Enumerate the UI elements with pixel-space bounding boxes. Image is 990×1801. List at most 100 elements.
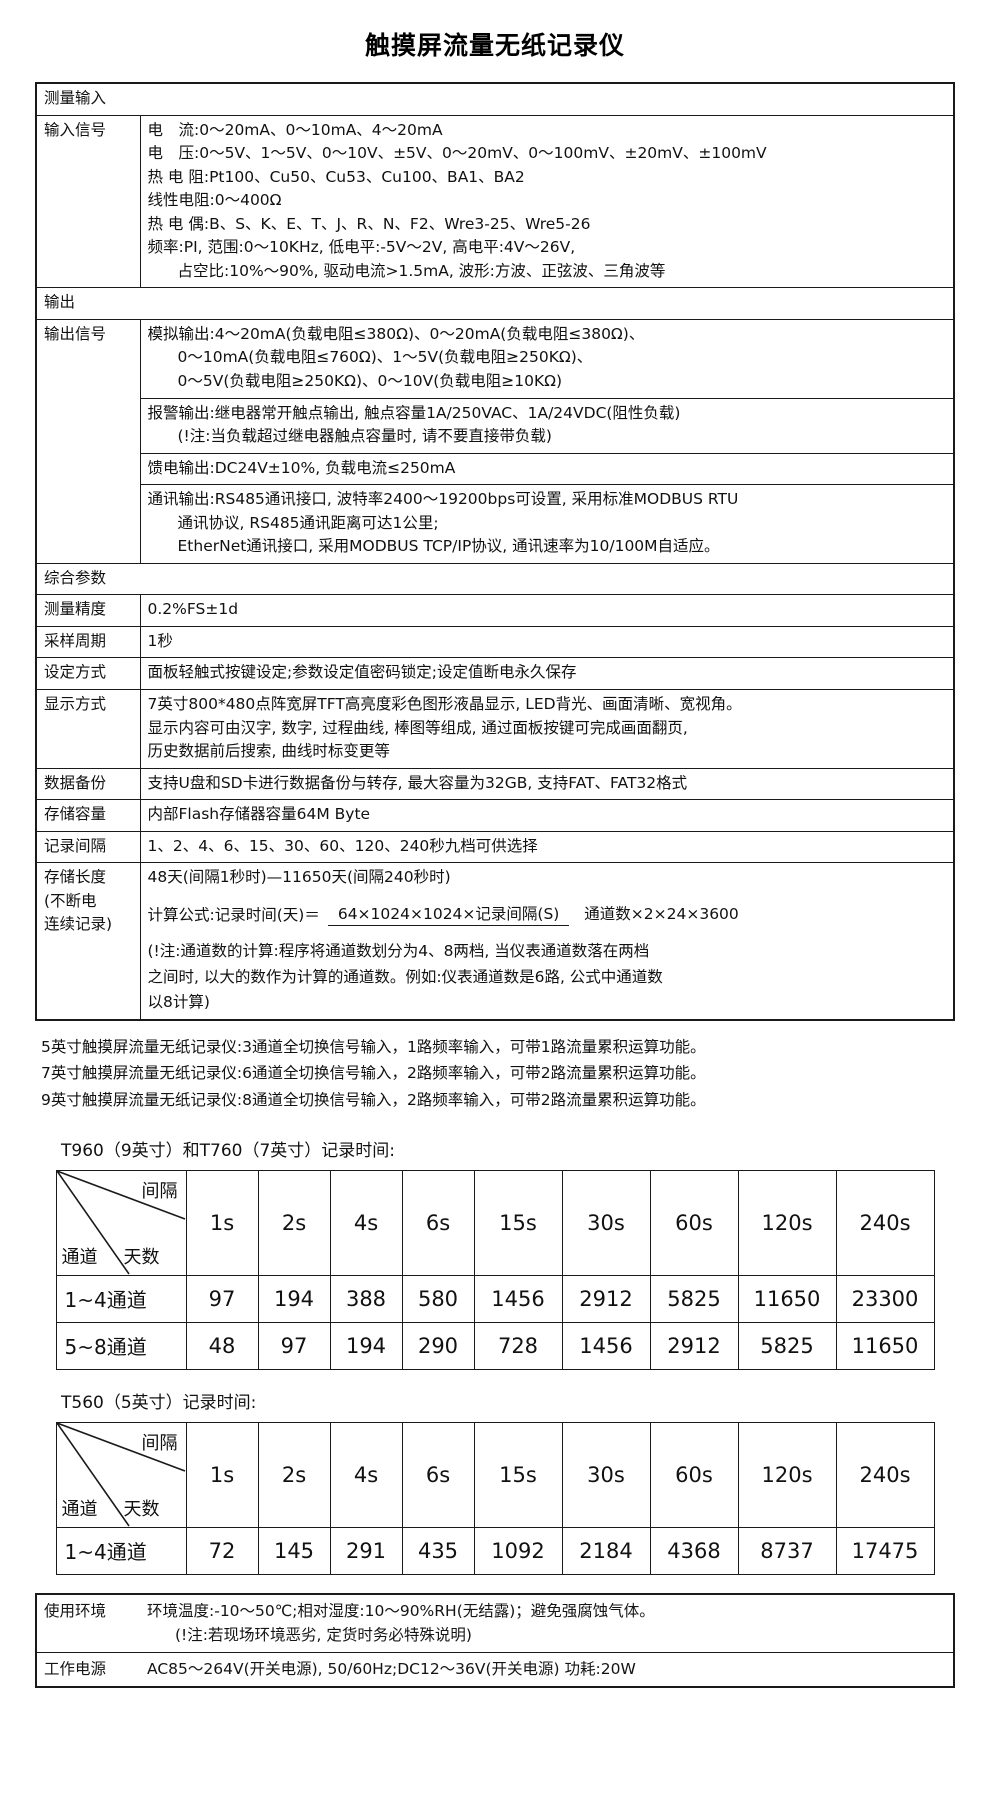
- row-sampling-period: 采样周期 1秒: [35, 625, 955, 659]
- model-line-9inch: 9英寸触摸屏流量无纸记录仪:8通道全切换信号输入，2路频率输入，可带2路流量累积…: [41, 1091, 706, 1110]
- storage-note: (!注:通道数的计算:程序将通道数划分为4、8两档, 当仪表通道数落在两档 之间…: [148, 939, 948, 1014]
- input-frequency-cont: 占空比:10%～90%, 驱动电流>1.5mA, 波形:方波、正弦波、三角波等: [177, 261, 666, 280]
- col-header: 1s: [185, 1421, 259, 1528]
- storage-range: 48天(间隔1秒时)—11650天(间隔240秒时): [147, 868, 451, 887]
- cell: 1092: [473, 1526, 563, 1575]
- cell: 11650: [835, 1321, 935, 1370]
- alarm-line-1: 报警输出:继电器常开触点输出, 触点容量1A/250VAC、1A/24VDC(阻…: [147, 403, 681, 422]
- model-line-5inch: 5英寸触摸屏流量无纸记录仪:3通道全切换信号输入，1路频率输入，可带1路流量累积…: [41, 1037, 706, 1056]
- output-analog: 模拟输出:4～20mA(负载电阻≤380Ω)、0～20mA(负载电阻≤380Ω)…: [140, 319, 953, 399]
- cell: 194: [329, 1321, 403, 1370]
- row-label-sampling-period: 采样周期: [35, 625, 141, 659]
- col-header: 4s: [329, 1421, 403, 1528]
- corner-label-interval: 间隔: [141, 1180, 178, 1202]
- row-label-input-signal: 输入信号: [35, 114, 141, 289]
- cell: 194: [257, 1274, 331, 1323]
- comm-line-1: 通讯输出:RS485通讯接口, 波特率2400～19200bps可设置, 采用标…: [147, 490, 739, 509]
- section-label-output: 输出: [35, 287, 955, 320]
- row-value-output-signal: 模拟输出:4～20mA(负载电阻≤380Ω)、0～20mA(负载电阻≤380Ω)…: [139, 318, 955, 564]
- section-header-measure-input: 测量输入: [35, 82, 955, 116]
- analog-line-2: 0～10mA(负载电阻≤760Ω)、1～5V(负载电阻≥250KΩ)、: [177, 348, 593, 367]
- environment-value: 环境温度:-10～50℃;相对湿度:10～90%RH(无结露)；避免强腐蚀气体。: [147, 1601, 655, 1620]
- row-label-storage-length: 存储长度 (不断电 连续记录): [35, 862, 141, 1021]
- corner-label-channel: 通道: [61, 1498, 98, 1520]
- table-corner-cell: 间隔 天数 通道: [55, 1169, 187, 1276]
- row-value-display: 7英寸800*480点阵宽屏TFT高亮度彩色图形液晶显示, LED背光、画面清晰…: [139, 689, 955, 769]
- row-label-output-signal: 输出信号: [35, 318, 141, 564]
- row-value-power-supply: AC85～264V(开关电源), 50/60Hz;DC12～36V(开关电源) …: [140, 1651, 955, 1688]
- output-feed: 馈电输出:DC24V±10%, 负载电流≤250mA: [140, 453, 953, 486]
- col-header: 1s: [185, 1169, 259, 1276]
- footer-table: 使用环境 环境温度:-10～50℃;相对湿度:10～90%RH(无结露)；避免强…: [35, 1592, 955, 1688]
- storage-label-line-1: 存储长度: [44, 868, 107, 887]
- storage-label-line-2: (不断电: [44, 891, 97, 910]
- col-header: 240s: [835, 1421, 935, 1528]
- row-label-storage-capacity: 存储容量: [35, 799, 141, 832]
- col-header: 30s: [561, 1421, 651, 1528]
- cell: 435: [401, 1526, 475, 1575]
- output-alarm: 报警输出:继电器常开触点输出, 触点容量1A/250VAC、1A/24VDC(阻…: [140, 398, 953, 454]
- section-label-measure-input: 测量输入: [35, 82, 955, 116]
- display-line-1: 7英寸800*480点阵宽屏TFT高亮度彩色图形液晶显示, LED背光、画面清晰…: [147, 695, 742, 714]
- corner-label-days: 天数: [123, 1246, 160, 1268]
- col-header: 60s: [649, 1169, 739, 1276]
- cell: 97: [257, 1321, 331, 1370]
- record-table-1-header-row: 间隔 天数 通道 1s 2s 4s 6s 15s 30s 60s 120s 24…: [55, 1169, 935, 1276]
- formula-fraction: 64×1024×1024×记录间隔(S) 通道数×2×24×3600: [327, 903, 749, 927]
- cell: 4368: [649, 1526, 739, 1575]
- storage-note-line-1: (!注:通道数的计算:程序将通道数划分为4、8两档, 当仪表通道数落在两档: [147, 942, 650, 961]
- row-record-interval: 记录间隔 1、2、4、6、15、30、60、120、240秒九档可供选择: [35, 830, 955, 864]
- output-analog-row: 模拟输出:4～20mA(负载电阻≤380Ω)、0～20mA(负载电阻≤380Ω)…: [140, 319, 953, 399]
- model-description-list: 5英寸触摸屏流量无纸记录仪:3通道全切换信号输入，1路频率输入，可带1路流量累积…: [35, 1021, 955, 1118]
- corner-label-channel: 通道: [61, 1246, 98, 1268]
- comm-line-3: EtherNet通讯接口, 采用MODBUS TCP/IP协议, 通讯速率为10…: [177, 537, 720, 556]
- corner-label-days: 天数: [123, 1498, 160, 1520]
- specification-table: 测量输入 输入信号 电 流:0～20mA、0～10mA、4～20mA 电 压:0…: [35, 82, 955, 1021]
- display-line-3: 历史数据前后搜索, 曲线时标变更等: [147, 742, 390, 761]
- row-value-record-interval: 1、2、4、6、15、30、60、120、240秒九档可供选择: [139, 830, 955, 864]
- row-label-display: 显示方式: [35, 689, 141, 769]
- row-accuracy: 测量精度 0.2%FS±1d: [35, 594, 955, 627]
- section-label-general: 综合参数: [35, 562, 955, 596]
- cell: 11650: [737, 1274, 837, 1323]
- cell: 2912: [561, 1274, 651, 1323]
- row-storage-capacity: 存储容量 内部Flash存储器容量64M Byte: [35, 799, 955, 832]
- alarm-note: (!注:当负载超过继电器触点容量时, 请不要直接带负载): [177, 427, 552, 446]
- comm-line-2: 通讯协议, RS485通讯距离可达1公里;: [177, 513, 439, 532]
- row-label-data-backup: 数据备份: [35, 767, 141, 801]
- input-current: 电 流:0～20mA、0～10mA、4～20mA: [147, 120, 443, 139]
- record-table-2-caption: T560（5英寸）记录时间:: [61, 1392, 257, 1413]
- section-header-general: 综合参数: [35, 562, 955, 596]
- model-line-7inch: 7英寸触摸屏流量无纸记录仪:6通道全切换信号输入，2路频率输入，可带2路流量累积…: [41, 1064, 706, 1083]
- table-row: 1~4通道 97 194 388 580 1456 2912 5825 1165…: [55, 1274, 935, 1323]
- row-value-environment: 环境温度:-10～50℃;相对湿度:10～90%RH(无结露)；避免强腐蚀气体。…: [140, 1593, 955, 1653]
- cell: 291: [329, 1526, 403, 1575]
- col-header: 6s: [401, 1169, 475, 1276]
- cell: 5825: [649, 1274, 739, 1323]
- row-storage-length: 存储长度 (不断电 连续记录) 48天(间隔1秒时)—11650天(间隔240秒…: [35, 862, 955, 1021]
- row-header: 1~4通道: [55, 1274, 187, 1323]
- input-frequency: 频率:PI, 范围:0～10KHz, 低电平:-5V～2V, 高电平:4V～26…: [147, 238, 576, 257]
- cell: 1456: [473, 1274, 563, 1323]
- cell: 8737: [737, 1526, 837, 1575]
- cell: 72: [185, 1526, 259, 1575]
- page-title: 触摸屏流量无纸记录仪: [364, 31, 625, 60]
- col-header: 15s: [473, 1169, 563, 1276]
- input-voltage: 电 压:0～5V、1～5V、0～10V、±5V、0～20mV、0～100mV、±…: [147, 144, 767, 163]
- col-header: 120s: [737, 1421, 837, 1528]
- cell: 580: [401, 1274, 475, 1323]
- table-row: 5~8通道 48 97 194 290 728 1456 2912 5825 1…: [55, 1321, 935, 1370]
- row-display: 显示方式 7英寸800*480点阵宽屏TFT高亮度彩色图形液晶显示, LED背光…: [35, 689, 955, 769]
- row-value-sampling-period: 1秒: [139, 625, 955, 659]
- row-label-accuracy: 测量精度: [35, 594, 141, 627]
- row-label-record-interval: 记录间隔: [35, 830, 141, 864]
- row-input-signal: 输入信号 电 流:0～20mA、0～10mA、4～20mA 电 压:0～5V、1…: [35, 114, 955, 289]
- col-header: 30s: [561, 1169, 651, 1276]
- row-value-data-backup: 支持U盘和SD卡进行数据备份与转存, 最大容量为32GB, 支持FAT、FAT3…: [139, 767, 955, 801]
- col-header: 15s: [473, 1421, 563, 1528]
- cell: 2184: [561, 1526, 651, 1575]
- output-comm-row: 通讯输出:RS485通讯接口, 波特率2400～19200bps可设置, 采用标…: [141, 485, 954, 563]
- col-header: 60s: [649, 1421, 739, 1528]
- row-header: 5~8通道: [55, 1321, 187, 1370]
- cell: 23300: [835, 1274, 935, 1323]
